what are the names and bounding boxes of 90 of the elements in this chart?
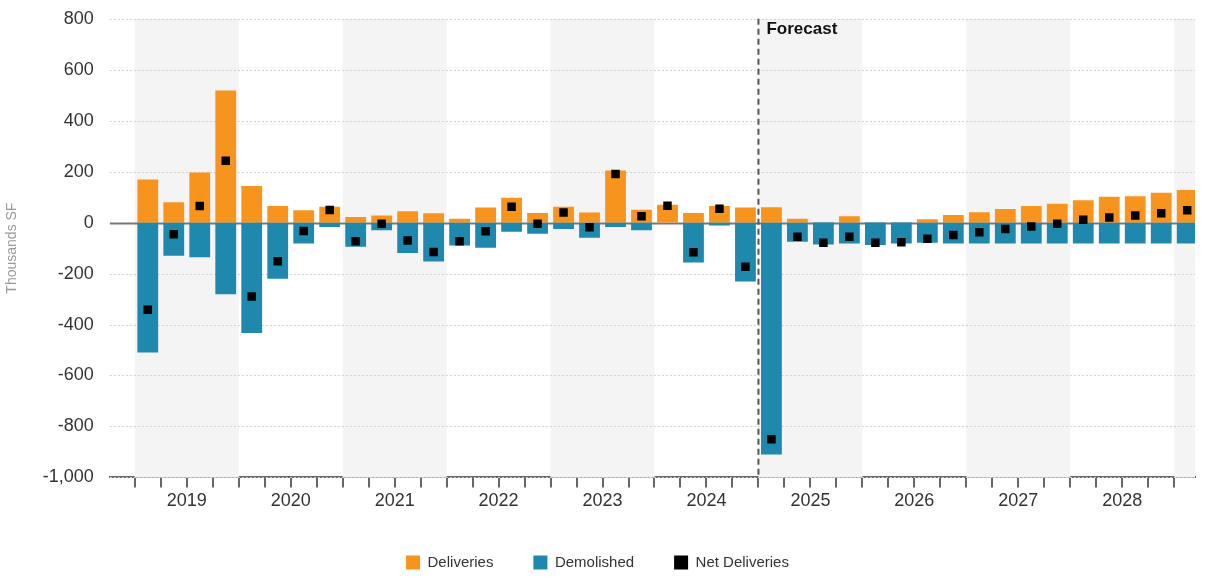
bar	[1072, 222, 1094, 244]
point	[611, 169, 620, 179]
bar	[215, 222, 237, 295]
bar	[345, 217, 367, 223]
bar	[839, 216, 860, 223]
y-tick-label: -600	[57, 364, 94, 385]
point	[351, 236, 360, 246]
y-tick-label: 200	[63, 160, 94, 181]
bar	[267, 206, 289, 223]
bar	[267, 222, 289, 279]
bar	[397, 211, 419, 223]
bar	[189, 172, 211, 223]
x-tick-label: 2022	[478, 490, 519, 511]
x-tick-label: 2027	[998, 490, 1039, 511]
bar	[1150, 222, 1172, 244]
y-tick-label: 600	[63, 58, 94, 79]
bar	[423, 222, 445, 262]
y-tick-label: 400	[63, 109, 94, 130]
bar	[916, 219, 938, 223]
bar	[293, 210, 315, 223]
bar	[683, 212, 704, 223]
point	[923, 234, 932, 243]
y-axis-title: Thousands SF	[3, 202, 20, 294]
bar	[189, 222, 211, 258]
bar	[319, 222, 341, 227]
bar	[449, 218, 470, 223]
x-tick-label: 2028	[1102, 490, 1143, 511]
point	[715, 204, 724, 214]
bar	[787, 218, 808, 223]
bar	[241, 185, 263, 223]
point	[1105, 213, 1114, 222]
x-tick-label: 2019	[166, 490, 207, 511]
bar	[735, 207, 756, 223]
bar	[994, 209, 1016, 223]
point	[1027, 222, 1036, 231]
y-tick-label: 0	[83, 211, 94, 232]
bar	[579, 212, 600, 223]
bar	[137, 222, 159, 353]
x-tick-label: 2026	[894, 490, 935, 511]
bar	[683, 222, 704, 263]
y-tick-label: -200	[57, 262, 94, 283]
point	[273, 257, 282, 266]
bar	[501, 222, 522, 232]
bar	[241, 222, 263, 333]
bar	[761, 222, 782, 455]
x-tick-label: 2021	[374, 490, 415, 511]
point	[819, 238, 828, 247]
bar	[605, 170, 626, 223]
legend-label: Demolished	[554, 552, 635, 570]
bar	[968, 212, 990, 223]
point	[221, 156, 230, 165]
bar	[631, 222, 652, 231]
legend-label: Net Deliveries	[695, 552, 789, 570]
bar	[1020, 206, 1042, 223]
ref-line-label: Forecast	[766, 18, 838, 38]
point	[689, 247, 698, 257]
point	[429, 247, 438, 257]
point	[663, 201, 672, 211]
point	[247, 292, 256, 301]
x-tick-label: 2020	[270, 490, 311, 511]
bar	[163, 202, 185, 223]
point	[1053, 219, 1062, 228]
y-tick-label: -400	[57, 313, 94, 334]
point	[377, 219, 386, 228]
point	[1130, 211, 1140, 220]
bar	[215, 90, 237, 223]
x-tick-label: 2023	[582, 490, 623, 511]
bar	[1046, 203, 1068, 223]
point	[897, 238, 906, 247]
bar	[761, 207, 782, 223]
y-tick-label: 800	[63, 7, 94, 28]
bar	[553, 222, 574, 229]
point	[741, 262, 750, 271]
bar	[605, 222, 626, 227]
point	[1079, 215, 1088, 225]
y-tick-label: -800	[57, 415, 94, 436]
bar	[735, 222, 756, 282]
bar	[475, 207, 496, 223]
bar	[423, 213, 445, 223]
x-tick-label: 2025	[790, 490, 831, 511]
point	[767, 434, 776, 444]
y-tick-label: -1,000	[42, 466, 94, 487]
x-tick-label: 2024	[686, 490, 727, 511]
legend-label: Deliveries	[427, 552, 494, 570]
bar	[1124, 222, 1146, 244]
bar	[942, 214, 964, 223]
bar	[1098, 222, 1120, 244]
point	[871, 238, 880, 247]
bar	[137, 179, 159, 223]
point	[455, 236, 464, 246]
